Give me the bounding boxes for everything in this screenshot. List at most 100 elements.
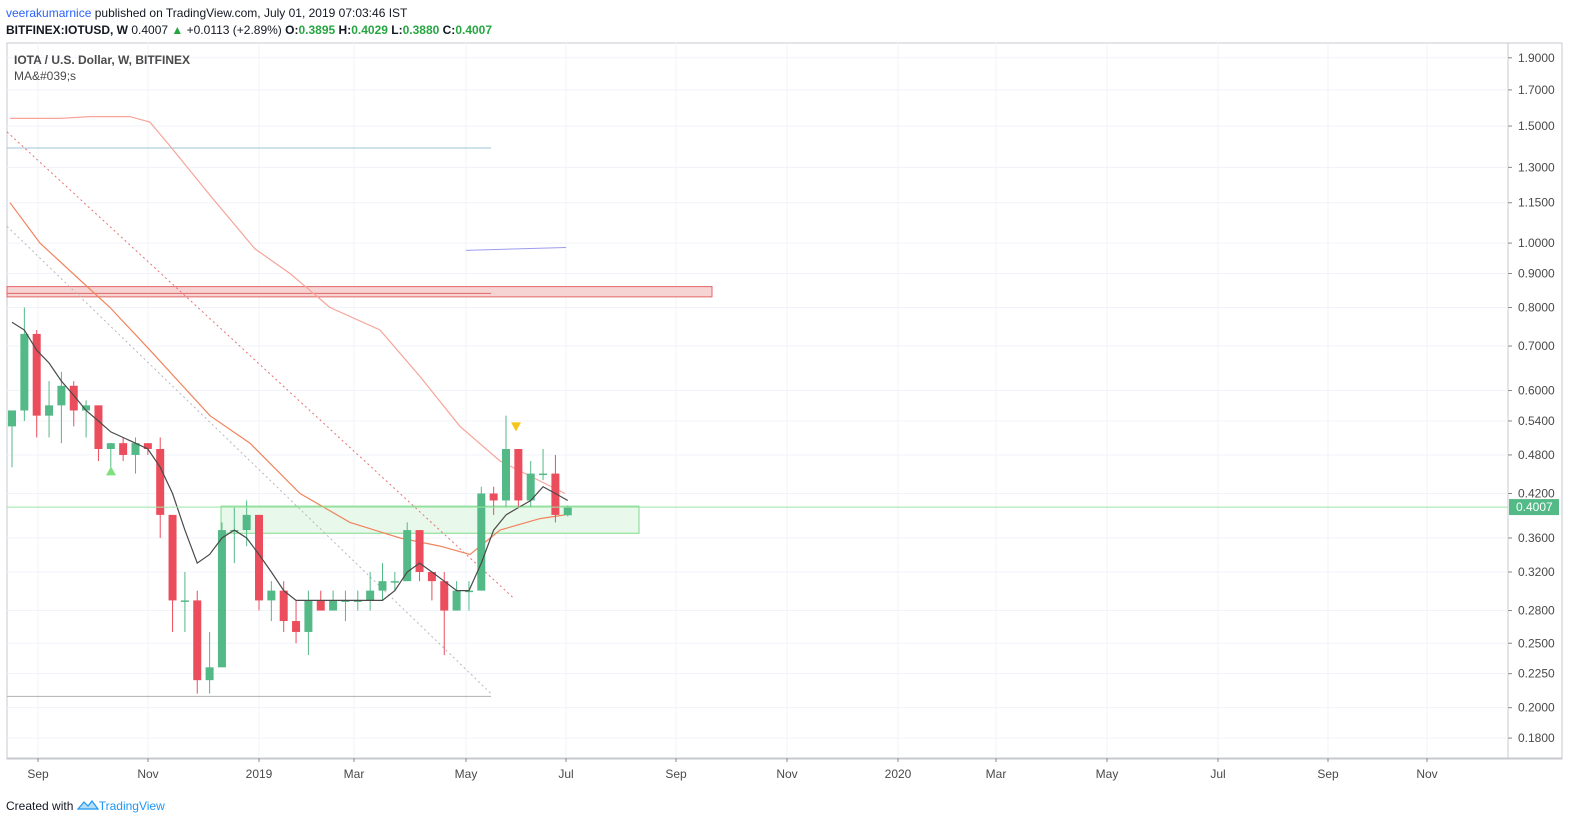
symbol-label: BITFINEX:IOTUSD, W xyxy=(6,23,128,37)
x-tick-label: 2019 xyxy=(246,767,273,781)
candle-body xyxy=(452,590,461,611)
candle-body xyxy=(440,581,449,611)
chart-legend: IOTA / U.S. Dollar, W, BITFINEX MA&#039;… xyxy=(14,52,190,84)
x-tick-label: Nov xyxy=(1416,767,1437,781)
candle-body xyxy=(106,443,115,450)
candle-body xyxy=(279,590,288,622)
low-value: 0.3880 xyxy=(402,23,440,37)
created-with-text: Created with xyxy=(6,799,74,813)
y-tick-label: 0.1800 xyxy=(1518,731,1555,745)
y-tick-label: 0.2000 xyxy=(1518,701,1555,715)
x-tick-label: Nov xyxy=(776,767,797,781)
x-tick-label: Jul xyxy=(558,767,573,781)
candle-body xyxy=(366,590,375,601)
low-label: L: xyxy=(391,23,403,37)
tradingview-logo-icon xyxy=(76,800,99,810)
candle-body xyxy=(82,405,91,411)
candle-body xyxy=(464,590,473,593)
y-tick-label: 1.3000 xyxy=(1518,160,1555,174)
candle-body xyxy=(168,514,177,601)
y-tick-label: 0.4800 xyxy=(1518,448,1555,462)
candle-body xyxy=(193,600,202,681)
x-tick-label: May xyxy=(455,767,478,781)
y-tick-label: 0.3600 xyxy=(1518,531,1555,545)
chart-frame xyxy=(6,42,1563,760)
candle-body xyxy=(539,473,548,476)
downtrend-line-gray xyxy=(6,225,492,694)
published-text: published on TradingView.com, July 01, 2… xyxy=(94,6,408,20)
candle-body xyxy=(378,581,387,591)
candle-body xyxy=(341,600,350,602)
current-price-label-bg xyxy=(1509,499,1559,516)
candle-body xyxy=(242,514,251,531)
open-value: 0.3895 xyxy=(298,23,336,37)
candle-body xyxy=(8,410,16,427)
current-price-label: 0.4007 xyxy=(1516,500,1553,514)
y-tick-label: 0.4200 xyxy=(1518,487,1555,501)
close-label: C: xyxy=(442,23,456,37)
y-tick-label: 0.7000 xyxy=(1518,339,1555,353)
candle-body xyxy=(32,333,41,416)
x-tick-label: Sep xyxy=(1317,767,1339,781)
candle-body xyxy=(304,600,313,632)
candle-body xyxy=(230,530,239,532)
author-link[interactable]: veerakumarnice xyxy=(6,6,92,20)
y-tick-label: 1.7000 xyxy=(1518,83,1555,97)
resistance-zone xyxy=(6,286,713,298)
y-tick-label: 0.3200 xyxy=(1518,565,1555,579)
brand-link[interactable]: TradingView xyxy=(98,799,165,813)
x-tick-label: Jul xyxy=(1210,767,1225,781)
candle-body xyxy=(119,443,128,455)
buy-signal-marker xyxy=(106,466,116,476)
candle-body xyxy=(427,571,436,582)
candle-body xyxy=(353,600,362,602)
candle-body xyxy=(502,449,510,501)
y-tick-label: 0.5400 xyxy=(1518,414,1555,428)
support-zone xyxy=(220,505,640,534)
candle-body xyxy=(390,581,399,583)
footer: Created with TradingView xyxy=(6,798,165,814)
high-label: H: xyxy=(338,23,352,37)
change-value: +0.0113 (+2.89%) xyxy=(186,23,282,37)
x-tick-label: Sep xyxy=(27,767,49,781)
high-value: 0.4029 xyxy=(351,23,388,37)
candle-body xyxy=(205,667,214,681)
y-tick-label: 0.8000 xyxy=(1518,300,1555,314)
candle-body xyxy=(489,493,498,501)
candle-body xyxy=(477,493,486,591)
x-tick-label: May xyxy=(1096,767,1119,781)
y-tick-label: 0.2250 xyxy=(1518,667,1555,681)
y-tick-label: 1.5000 xyxy=(1518,119,1555,133)
last-price: 0.4007 xyxy=(131,23,169,37)
candle-body xyxy=(255,514,263,601)
publish-line: veerakumarnice published on TradingView.… xyxy=(6,5,407,21)
sell-signal-marker xyxy=(511,422,521,432)
candle-body xyxy=(217,530,226,668)
y-tick-label: 0.6000 xyxy=(1518,384,1555,398)
candle-body xyxy=(551,473,560,515)
candle-body xyxy=(45,405,54,416)
y-tick-label: 1.0000 xyxy=(1518,236,1555,250)
candle-body xyxy=(526,473,535,501)
candle-body xyxy=(180,600,189,602)
open-label: O: xyxy=(285,23,299,37)
candle-body xyxy=(329,600,338,611)
candle-body xyxy=(143,443,152,450)
y-tick-label: 0.2500 xyxy=(1518,636,1555,650)
y-tick-label: 1.1500 xyxy=(1518,196,1555,210)
y-tick-label: 0.9000 xyxy=(1518,266,1555,280)
candle-body xyxy=(292,621,301,632)
x-tick-label: Nov xyxy=(137,767,158,781)
x-tick-label: Sep xyxy=(665,767,687,781)
y-tick-label: 0.2800 xyxy=(1518,604,1555,618)
candle-body xyxy=(514,449,523,501)
ohlc-line: BITFINEX:IOTUSD, W 0.4007 ▲ +0.0113 (+2.… xyxy=(6,22,492,38)
candle-body xyxy=(69,385,78,411)
x-tick-label: Mar xyxy=(344,767,365,781)
candle-body xyxy=(563,507,572,516)
candle-body xyxy=(131,443,140,455)
indicator-label: MA&#039;s xyxy=(14,69,77,83)
close-value: 0.4007 xyxy=(455,23,493,37)
candle-body xyxy=(415,530,424,572)
